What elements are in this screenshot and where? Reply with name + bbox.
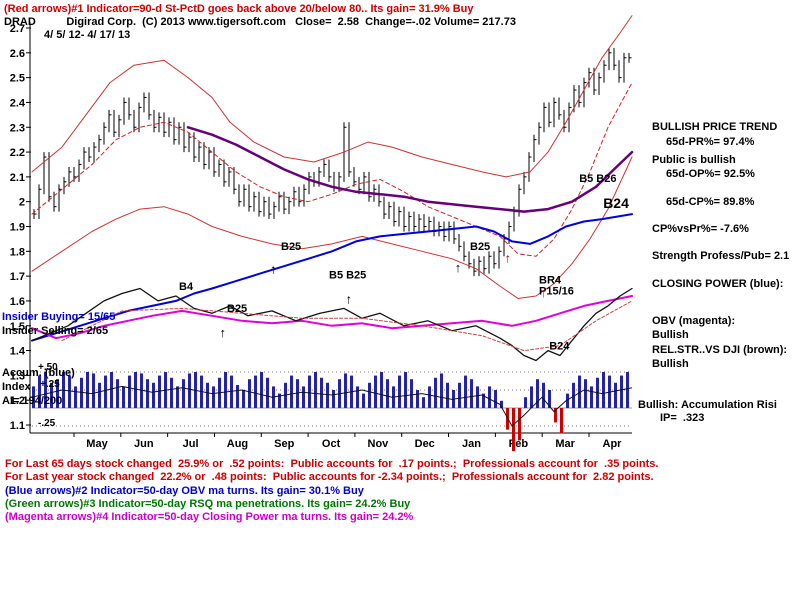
svg-text:2: 2 bbox=[19, 197, 25, 209]
indicator1-header: (Red arrows)#1 Indicator=90-d St-PctD go… bbox=[4, 3, 474, 15]
svg-text:May: May bbox=[86, 438, 108, 450]
svg-text:BR4: BR4 bbox=[539, 275, 562, 287]
price-ma-red-dashed-line bbox=[31, 82, 633, 257]
svg-text:1.6: 1.6 bbox=[10, 296, 25, 308]
scale-minus25-label: -.25 bbox=[38, 418, 56, 429]
svg-text:1.3: 1.3 bbox=[10, 370, 25, 382]
svg-text:2.2: 2.2 bbox=[10, 147, 25, 159]
svg-text:Jun: Jun bbox=[134, 438, 154, 450]
svg-text:↑: ↑ bbox=[346, 291, 353, 306]
closing-power-label: CLOSING POWER (blue): bbox=[652, 278, 784, 290]
svg-text:2.3: 2.3 bbox=[10, 122, 25, 134]
svg-text:P15/16: P15/16 bbox=[539, 286, 574, 298]
pr-pct-value: 65d-PR%= 97.4% bbox=[666, 136, 755, 148]
svg-text:2.6: 2.6 bbox=[10, 48, 25, 60]
footer-indicator3: (Green arrows)#3 Indicator=50-day RSQ ma… bbox=[5, 498, 411, 510]
index-label: Index bbox=[2, 381, 31, 393]
ai-value-label: AI= 194/200 bbox=[2, 395, 63, 407]
svg-text:Nov: Nov bbox=[368, 438, 390, 450]
svg-text:↑: ↑ bbox=[541, 285, 548, 300]
footer-indicator4: (Magenta arrows)#4 Indicator=50-day Clos… bbox=[5, 511, 414, 523]
footer-year-summary: For Last year stock changed 22.2% or .48… bbox=[5, 471, 654, 483]
svg-text:Aug: Aug bbox=[227, 438, 248, 450]
rel-strength-ma-red-line bbox=[61, 300, 633, 352]
svg-text:Dec: Dec bbox=[415, 438, 435, 450]
scale-plus50-label: +.50 bbox=[38, 362, 58, 373]
insider-buying-label: Insider Buying= 15/65 bbox=[2, 311, 116, 323]
accumulation-histogram bbox=[31, 371, 633, 452]
svg-text:↑: ↑ bbox=[455, 260, 462, 275]
price-bars bbox=[33, 47, 632, 277]
svg-text:B24: B24 bbox=[549, 340, 570, 352]
public-sentiment: Public is bullish bbox=[652, 154, 736, 166]
closing-power-blue-line bbox=[31, 213, 633, 342]
rel-strength-status: Bullish bbox=[652, 358, 689, 370]
scale-plus25-label: +.25 bbox=[40, 379, 60, 390]
svg-text:Jan: Jan bbox=[462, 438, 481, 450]
price-chart-svg: 2.7 2.6 2.5 2.4 2.3 2.2 2.1 2 1.9 1.8 1.7 1.6 1.5 1.4… bbox=[10, 15, 634, 452]
svg-text:Jul: Jul bbox=[183, 438, 199, 450]
upper-band-line bbox=[31, 15, 633, 178]
svg-text:B25: B25 bbox=[281, 241, 301, 253]
svg-text:2.5: 2.5 bbox=[10, 73, 25, 85]
svg-text:1.1: 1.1 bbox=[10, 420, 25, 432]
svg-text:↑: ↑ bbox=[220, 325, 227, 340]
accum-status: Bullish: Accumulation Risi bbox=[638, 399, 777, 411]
svg-text:Apr: Apr bbox=[603, 438, 623, 450]
lower-band-line bbox=[31, 156, 633, 299]
svg-text:B4: B4 bbox=[179, 281, 194, 293]
svg-text:B25: B25 bbox=[470, 241, 490, 253]
svg-text:↑: ↑ bbox=[270, 261, 277, 276]
svg-text:1.7: 1.7 bbox=[10, 271, 25, 283]
svg-text:B24: B24 bbox=[603, 195, 629, 211]
insider-selling-label: Insider Selling= 2/65 bbox=[2, 325, 109, 337]
svg-text:Sep: Sep bbox=[274, 438, 294, 450]
svg-text:↑: ↑ bbox=[505, 250, 512, 265]
footer-indicator2: (Blue arrows)#2 Indicator=50-day OBV ma … bbox=[5, 485, 364, 497]
svg-text:B5 B26: B5 B26 bbox=[579, 173, 616, 185]
obv-label: OBV (magenta): bbox=[652, 315, 736, 327]
price-ma-purple-line bbox=[186, 126, 634, 213]
svg-text:B25: B25 bbox=[227, 303, 247, 315]
svg-text:1.9: 1.9 bbox=[10, 222, 25, 234]
svg-text:2.1: 2.1 bbox=[10, 172, 25, 184]
svg-text:1.5: 1.5 bbox=[10, 321, 25, 333]
footer-65day-summary: For Last 65 days stock changed 25.9% or … bbox=[5, 458, 659, 470]
svg-text:1.2: 1.2 bbox=[10, 395, 25, 407]
ip-value: IP= .323 bbox=[660, 412, 705, 424]
svg-text:B5 B25: B5 B25 bbox=[329, 270, 366, 282]
op-pct-value: 65d-OP%= 92.5% bbox=[666, 168, 755, 180]
rel-strength-label: REL.STR..VS DJI (brown): bbox=[652, 344, 788, 356]
accum-label: Accum. (blue) bbox=[2, 367, 75, 379]
svg-text:Oct: Oct bbox=[322, 438, 341, 450]
svg-text:2.7: 2.7 bbox=[10, 23, 25, 35]
svg-text:1.8: 1.8 bbox=[10, 246, 25, 258]
cp-pct-value: 65d-CP%= 89.8% bbox=[666, 196, 755, 208]
svg-text:2.4: 2.4 bbox=[10, 97, 26, 109]
svg-text:Mar: Mar bbox=[555, 438, 575, 450]
ticker-header: DRAD Digirad Corp. (C) 2013 www.tigersof… bbox=[4, 16, 516, 28]
cp-vs-pr-value: CP%vsPr%= -7.6% bbox=[652, 223, 749, 235]
price-trend-status: BULLISH PRICE TREND bbox=[652, 121, 778, 133]
date-range: 4/ 5/ 12- 4/ 17/ 13 bbox=[44, 29, 131, 41]
svg-text:1.4: 1.4 bbox=[10, 346, 26, 358]
obv-magenta-line bbox=[31, 295, 633, 340]
strength-ratio: Strength Profess/Pub= 2.1 bbox=[652, 250, 790, 262]
axes: 2.7 2.6 2.5 2.4 2.3 2.2 2.1 2 1.9 1.8 1.7 1.6 1.5 1.4… bbox=[10, 22, 632, 450]
obv-status: Bullish bbox=[652, 329, 689, 341]
